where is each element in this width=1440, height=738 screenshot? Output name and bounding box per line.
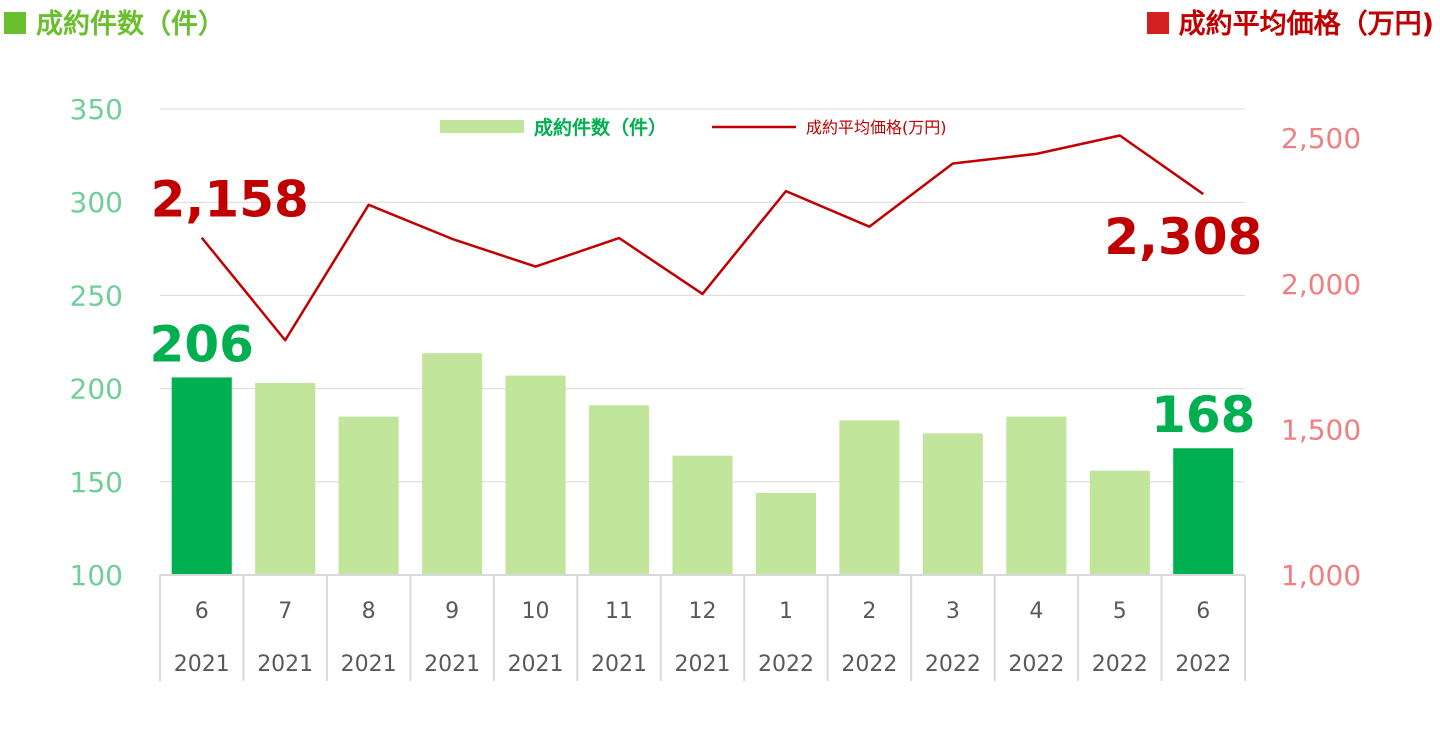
bar <box>171 377 232 575</box>
x-tick-year: 2021 <box>508 652 564 677</box>
right-axis-header-text: 成約平均価格（万円) <box>1178 9 1434 40</box>
x-tick-month: 1 <box>779 599 793 624</box>
left-tick-label: 300 <box>70 186 123 219</box>
green-square-icon <box>4 11 26 34</box>
line-first-label: 2,158 <box>151 171 309 229</box>
x-tick-month: 7 <box>278 599 292 624</box>
x-tick-month: 6 <box>195 599 209 624</box>
bar-first-label: 206 <box>150 315 254 373</box>
red-square-icon <box>1146 11 1169 34</box>
x-tick-year: 2022 <box>841 652 897 677</box>
x-tick-year: 2022 <box>758 652 814 677</box>
right-tick-label: 1,500 <box>1281 413 1361 446</box>
x-tick-year: 2021 <box>341 652 397 677</box>
left-tick-label: 250 <box>70 279 123 312</box>
x-tick-month: 3 <box>946 599 960 624</box>
bar <box>422 353 483 575</box>
x-axis: 6202172021820219202110202111202112202112… <box>159 574 1246 681</box>
x-tick-year: 2021 <box>675 652 731 677</box>
annotations: 2,158 2,308 206 168 <box>150 171 1263 445</box>
left-tick-label: 350 <box>70 93 123 126</box>
left-axis-header-text: 成約件数（件） <box>36 9 225 40</box>
x-tick-month: 4 <box>1029 599 1043 624</box>
x-tick-month: 5 <box>1113 599 1127 624</box>
line-last-label: 2,308 <box>1104 208 1262 266</box>
x-tick-year: 2022 <box>1175 652 1231 677</box>
bar <box>338 416 399 575</box>
x-tick-year: 2022 <box>1092 652 1148 677</box>
left-tick-label: 150 <box>70 466 123 499</box>
bar <box>588 405 650 575</box>
x-tick-year: 2022 <box>925 652 981 677</box>
bar <box>505 375 566 575</box>
bar <box>1089 470 1150 575</box>
bar <box>922 433 983 575</box>
x-tick-month: 8 <box>362 599 376 624</box>
x-tick-month: 12 <box>689 599 717 624</box>
x-tick-month: 10 <box>522 599 550 624</box>
x-tick-month: 9 <box>445 599 459 624</box>
x-tick-month: 11 <box>605 599 633 624</box>
bar <box>1006 416 1067 575</box>
x-tick-year: 2021 <box>424 652 480 677</box>
bar <box>1173 448 1234 575</box>
legend-bar-swatch <box>440 120 524 133</box>
line-series <box>200 134 1204 342</box>
x-tick-year: 2021 <box>174 652 230 677</box>
left-axis-ticks: 100 150 200 250 300 350 <box>70 93 123 592</box>
left-tick-label: 100 <box>70 559 123 592</box>
right-tick-label: 2,000 <box>1281 268 1361 301</box>
legend-bar-label: 成約件数（件） <box>534 116 667 139</box>
right-axis-ticks: 1,000 1,500 2,000 2,500 <box>1281 122 1361 592</box>
legend-line-label: 成約平均価格(万円) <box>806 118 947 137</box>
left-axis-header: 成約件数（件） <box>4 2 225 41</box>
right-tick-label: 2,500 <box>1281 122 1361 155</box>
bar <box>839 420 900 575</box>
price-line <box>200 134 1204 342</box>
bar <box>755 492 817 575</box>
gridlines <box>160 108 1245 483</box>
x-tick-year: 2022 <box>1008 652 1064 677</box>
bar <box>672 455 733 575</box>
bar-series <box>171 353 1234 575</box>
legend: 成約件数（件） 成約平均価格(万円) <box>440 116 947 139</box>
x-tick-year: 2021 <box>591 652 647 677</box>
x-tick-month: 2 <box>862 599 876 624</box>
right-axis-header: 成約平均価格（万円) <box>1146 2 1434 41</box>
left-tick-label: 200 <box>70 373 123 406</box>
bar-last-label: 168 <box>1151 386 1255 444</box>
x-tick-month: 6 <box>1196 599 1210 624</box>
x-tick-year: 2021 <box>257 652 313 677</box>
right-tick-label: 1,000 <box>1281 559 1361 592</box>
bar <box>255 383 316 575</box>
